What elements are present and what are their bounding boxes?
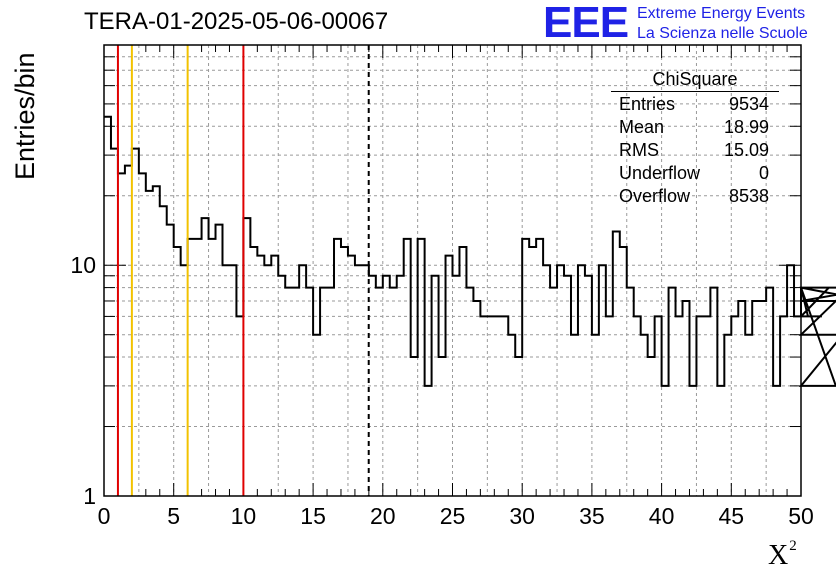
x-tick-label: 0: [98, 503, 111, 529]
stats-row-entries: Entries 9534: [611, 93, 779, 116]
x-tick-label: 25: [440, 503, 466, 529]
x-axis-label: X2: [768, 538, 797, 572]
stats-row-mean: Mean 18.99: [611, 116, 779, 139]
stats-value: 8538: [728, 186, 769, 206]
x-tick-label: 40: [649, 503, 675, 529]
stats-value: 18.99: [723, 117, 769, 137]
histogram: [104, 115, 836, 387]
histogram-outline: [104, 115, 836, 387]
y-tick-label: 1: [83, 483, 96, 509]
x-axis-label-symbol: X: [768, 540, 789, 571]
plot-frame: [103, 44, 802, 497]
stats-box: ChiSquare Entries 9534 Mean 18.99 RMS 15…: [611, 68, 779, 208]
x-tick-label: 45: [719, 503, 745, 529]
stats-value: 15.09: [723, 140, 769, 160]
x-tick-label: 50: [788, 503, 814, 529]
tick-labels: 0 5 10 15 20 25 30 35 40 45 50 1 10: [70, 252, 813, 529]
stats-value: 9534: [728, 94, 769, 114]
x-tick-label: 30: [509, 503, 535, 529]
logo-line-2: La Scienza nelle Scuole: [637, 25, 808, 42]
y-axis-label: Entries/bin: [10, 52, 40, 180]
stats-value: 0: [758, 163, 769, 183]
x-tick-label: 10: [231, 503, 257, 529]
x-tick-label: 5: [167, 503, 180, 529]
logo-line-1: Extreme Energy Events: [637, 5, 806, 22]
stats-row-overflow: Overflow 8538: [611, 185, 779, 208]
stats-label: RMS: [619, 140, 659, 160]
reference-lines: [116, 45, 370, 496]
stats-row-underflow: Underflow 0: [611, 162, 779, 185]
x-tick-label: 15: [300, 503, 326, 529]
stats-label: Entries: [619, 94, 676, 114]
eee-logo: EEE: [543, 0, 629, 47]
stats-label: Underflow: [619, 163, 701, 183]
stats-row-rms: RMS 15.09: [611, 139, 779, 162]
stats-title: ChiSquare: [611, 68, 779, 92]
stats-label: Mean: [619, 117, 665, 137]
x-axis-label-superscript: 2: [789, 538, 797, 554]
chart-title: TERA-01-2025-05-06-00067: [84, 8, 389, 35]
x-tick-label: 35: [579, 503, 605, 529]
stats-label: Overflow: [619, 186, 691, 206]
y-tick-label: 10: [70, 252, 96, 278]
x-tick-label: 20: [370, 503, 396, 529]
